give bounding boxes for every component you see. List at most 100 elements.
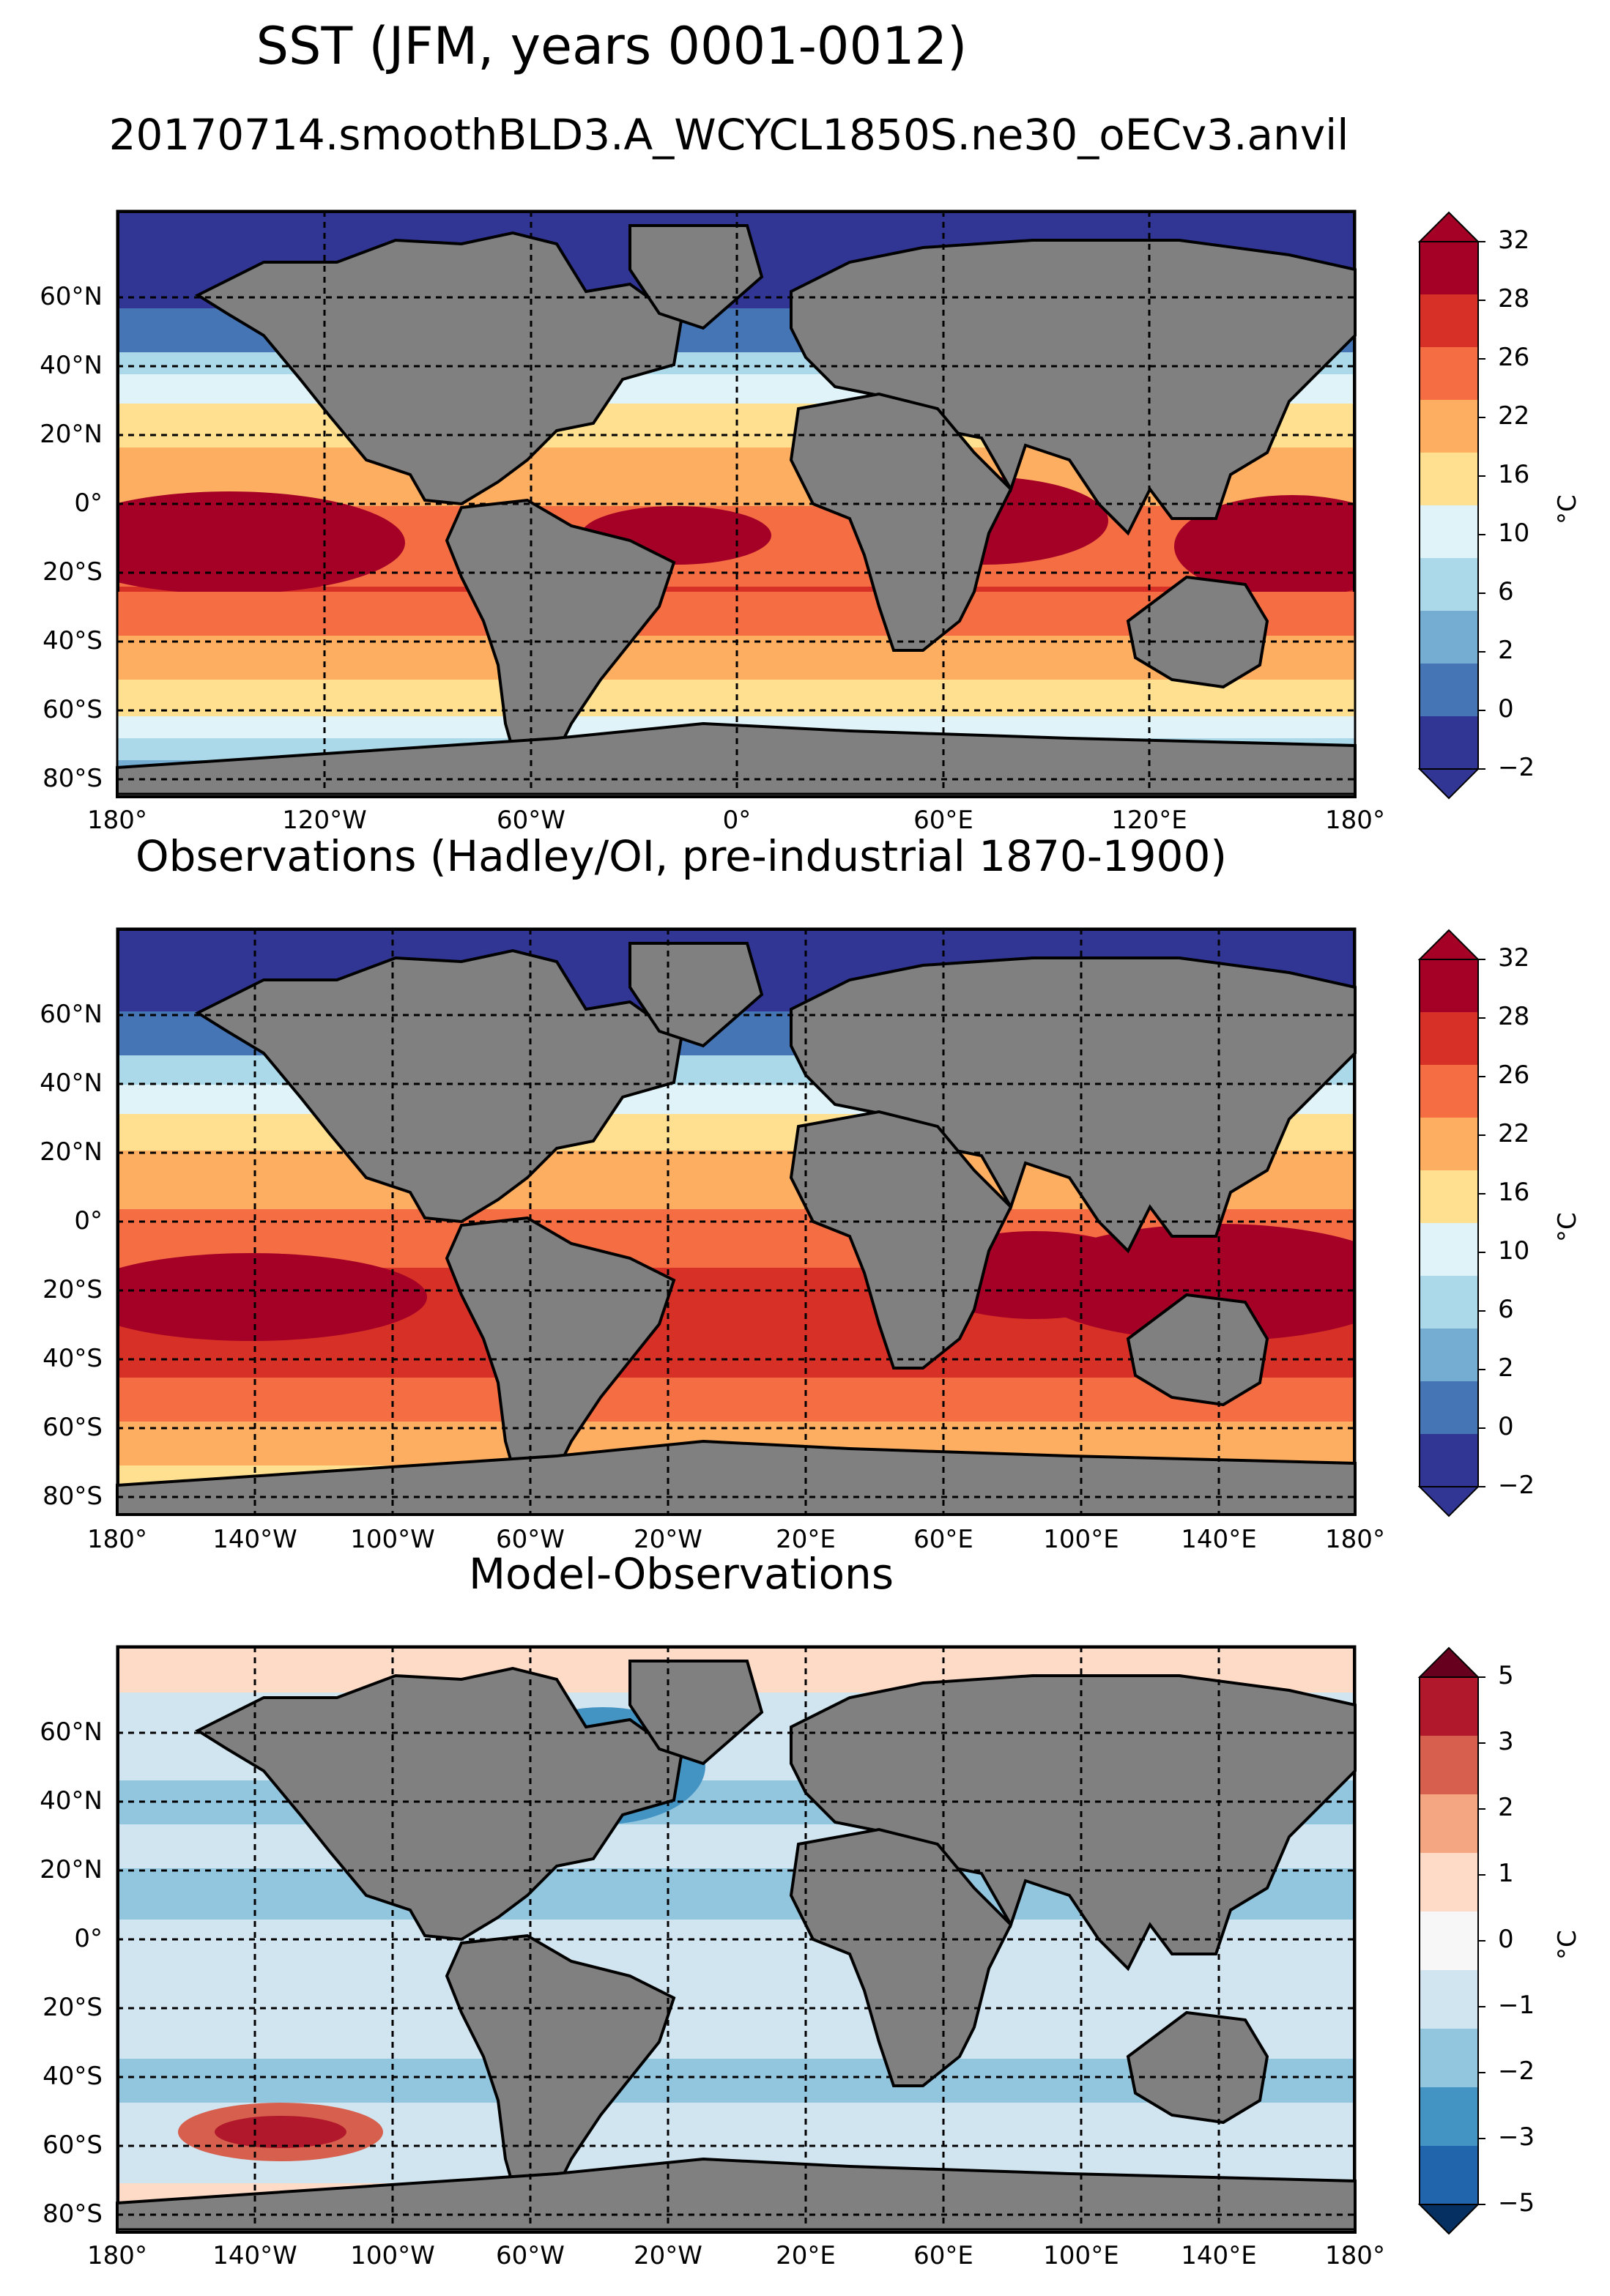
x-tick: 120°E [1111,806,1187,835]
colorbar-segment [1420,294,1478,347]
colorbar-tick-label: 26 [1498,1060,1530,1090]
x-tick: 140°W [212,2241,297,2270]
colorbar-tick-label: −5 [1498,2188,1535,2218]
colorbar-tick-label: 2 [1498,1353,1514,1383]
x-tick: 140°E [1181,2241,1257,2270]
x-tick: 20°W [634,1525,702,1554]
colorbar-under-triangle [1417,2204,1480,2235]
y-tick: 40°S [42,626,103,655]
colorbar-tick-label: 28 [1498,284,1530,313]
colorbar-segment [1420,1223,1478,1276]
y-tick: 20°N [40,1855,103,1884]
colorbar-tick-label: −2 [1498,2057,1535,2086]
colorbar-tick-label: 2 [1498,636,1514,665]
colorbar-segment [1420,716,1478,769]
colorbar-segment [1420,1065,1478,1118]
colorbar-segment [1420,2087,1478,2146]
colorbar-segment [1420,1381,1478,1434]
colorbar-tick-label: 32 [1498,943,1530,973]
colorbar-over-triangle [1417,211,1480,242]
colorbar-segment [1420,1329,1478,1381]
y-tick: 40°N [40,1786,103,1816]
colorbar-tick-label: 6 [1498,1295,1514,1324]
colorbar-tick-label: −2 [1498,753,1535,782]
colorbar-segment [1420,347,1478,400]
diff-sst-map [119,1649,1353,2227]
y-tick: 0° [74,1924,103,1953]
colorbar-segment [1420,2146,1478,2204]
y-tick: 60°N [40,1000,103,1029]
x-tick: 60°W [496,1525,565,1554]
x-tick: 120°W [282,806,367,835]
y-tick: 60°N [40,282,103,311]
x-tick: 140°W [212,1525,297,1554]
colorbar-tick-label: −2 [1498,1471,1535,1500]
colorbar-over-triangle [1417,1646,1480,1678]
y-tick: 20°S [42,557,103,587]
colorbar-segment [1420,1012,1478,1065]
colorbar-tick-label: 2 [1498,1793,1514,1822]
x-tick: 180° [87,806,147,835]
colorbar-tick-label: 22 [1498,401,1530,431]
model-map-lower [117,211,1355,797]
diff-colorbar [1417,1646,1485,2235]
obs-map-lower [117,929,1355,1515]
colorbar-segment [1420,400,1478,453]
colorbar-segment [1420,558,1478,611]
y-tick: 60°S [42,2130,103,2160]
colorbar-segment [1420,664,1478,716]
colorbar-segment [1420,1970,1478,2029]
x-tick: 180° [1325,2241,1385,2270]
colorbar-segment [1420,1434,1478,1487]
x-tick: 180° [87,1525,147,1554]
colorbar-tick-label: −3 [1498,2122,1535,2152]
x-tick: 20°W [634,2241,702,2270]
colorbar-unit: °C [1553,494,1582,524]
colorbar-segment [1420,2029,1478,2087]
colorbar-tick-label: 16 [1498,1178,1530,1207]
y-tick: 20°N [40,420,103,449]
colorbar-under-triangle [1417,768,1480,800]
colorbar-segment [1420,1276,1478,1329]
colorbar-unit: °C [1553,1930,1582,1960]
x-tick: 180° [1325,1525,1385,1554]
diff-panel-title: Model-Observations [468,1549,894,1599]
colorbar-segment [1420,1677,1478,1736]
colorbar-segment [1420,1736,1478,1794]
y-tick: 40°N [40,351,103,380]
obs-colorbar [1417,929,1485,1517]
model-colorbar [1417,211,1485,800]
y-tick: 80°S [42,2199,103,2229]
x-tick: 180° [87,2241,147,2270]
colorbar-segment [1420,242,1478,294]
x-tick: 60°E [913,806,973,835]
colorbar-segment [1420,1794,1478,1853]
colorbar-tick-label: 1 [1498,1859,1514,1888]
y-tick: 80°S [42,764,103,793]
run-name-subtitle: 20170714.smoothBLD3.A_WCYCL1850S.ne30_oE… [108,110,1349,160]
colorbar-segment [1420,611,1478,664]
y-tick: 80°S [42,1482,103,1511]
colorbar-unit: °C [1553,1212,1582,1242]
colorbar-over-triangle [1417,929,1480,960]
y-tick: 60°N [40,1717,103,1747]
colorbar-tick-label: −1 [1498,1991,1535,2020]
colorbar-tick-label: 22 [1498,1119,1530,1148]
y-tick: 40°S [42,2062,103,2091]
colorbar-tick-label: 0 [1498,1412,1514,1441]
colorbar-tick-label: 26 [1498,343,1530,372]
y-tick: 20°S [42,1275,103,1304]
x-tick: 100°W [350,2241,435,2270]
colorbar-tick-label: 0 [1498,1925,1514,1954]
x-tick: 180° [1325,806,1385,835]
colorbar-tick-label: 5 [1498,1661,1514,1690]
colorbar-tick-label: 10 [1498,519,1530,548]
colorbar-segment [1420,1170,1478,1223]
x-tick: 60°E [913,2241,973,2270]
x-tick: 20°E [776,2241,836,2270]
figure-title: SST (JFM, years 0001-0012) [256,16,968,76]
colorbar-tick-label: 28 [1498,1002,1530,1031]
x-tick: 60°E [913,1525,973,1554]
colorbar-tick-label: 6 [1498,577,1514,606]
colorbar-segment [1420,453,1478,505]
